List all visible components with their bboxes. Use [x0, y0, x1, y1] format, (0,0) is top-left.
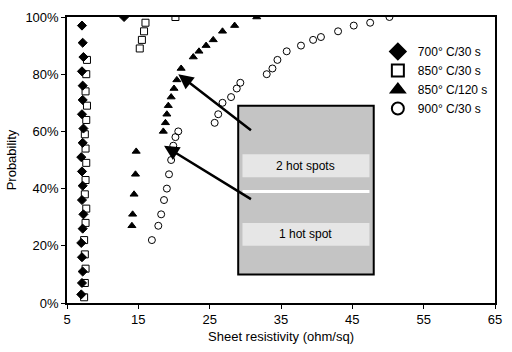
svg-text:900° C/30 s: 900° C/30 s [418, 102, 481, 116]
svg-text:100%: 100% [25, 10, 59, 25]
svg-text:850° C/120 s: 850° C/120 s [418, 83, 488, 97]
svg-text:700° C/30 s: 700° C/30 s [418, 45, 481, 59]
svg-text:850° C/30 s: 850° C/30 s [418, 64, 481, 78]
svg-text:40%: 40% [33, 181, 59, 196]
svg-text:2 hot spots: 2 hot spots [276, 159, 335, 173]
svg-text:1 hot spot: 1 hot spot [279, 227, 332, 241]
svg-text:0%: 0% [40, 296, 59, 311]
svg-text:25: 25 [202, 312, 216, 327]
svg-text:60%: 60% [33, 124, 59, 139]
svg-text:15: 15 [131, 312, 145, 327]
svg-text:Probability: Probability [4, 129, 19, 190]
svg-text:45: 45 [345, 312, 359, 327]
svg-text:20%: 20% [33, 238, 59, 253]
svg-text:55: 55 [416, 312, 430, 327]
svg-text:65: 65 [488, 312, 502, 327]
svg-text:35: 35 [274, 312, 288, 327]
svg-text:5: 5 [63, 312, 70, 327]
svg-text:80%: 80% [33, 67, 59, 82]
svg-text:Sheet resistivity (ohm/sq): Sheet resistivity (ohm/sq) [208, 329, 354, 344]
